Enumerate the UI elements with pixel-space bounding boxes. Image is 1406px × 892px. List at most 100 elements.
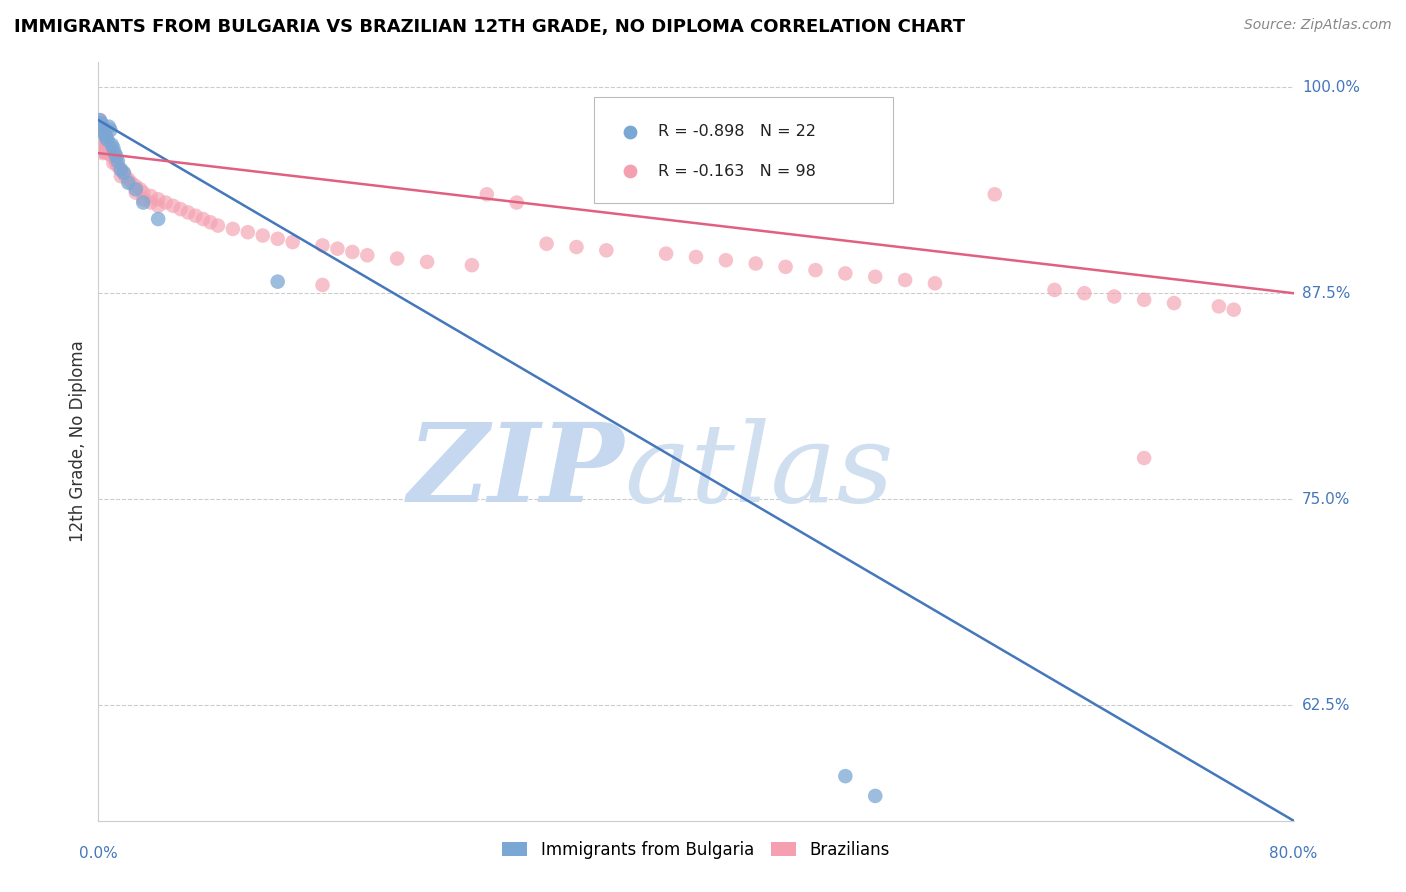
Text: 75.0%: 75.0% bbox=[1302, 491, 1350, 507]
Point bbox=[714, 253, 737, 268]
Point bbox=[610, 170, 633, 185]
Point bbox=[91, 121, 114, 136]
Point bbox=[1043, 283, 1066, 297]
Point bbox=[90, 116, 112, 130]
Point bbox=[97, 145, 120, 159]
Point bbox=[356, 248, 378, 262]
Point bbox=[132, 195, 155, 210]
Point bbox=[752, 231, 775, 245]
Point bbox=[236, 225, 259, 239]
Point bbox=[865, 269, 887, 284]
Point bbox=[416, 255, 439, 269]
Point bbox=[93, 137, 115, 152]
Point bbox=[804, 263, 827, 277]
Point bbox=[94, 143, 117, 157]
Point bbox=[536, 236, 558, 251]
Point bbox=[139, 189, 162, 203]
Point bbox=[90, 121, 112, 136]
Point bbox=[752, 317, 775, 331]
Point bbox=[685, 250, 707, 264]
Point bbox=[148, 212, 170, 227]
Point bbox=[110, 169, 132, 183]
Point bbox=[89, 118, 111, 132]
Point bbox=[200, 215, 222, 229]
Point bbox=[461, 258, 484, 272]
Point bbox=[655, 246, 678, 260]
Point bbox=[595, 244, 617, 258]
Point bbox=[834, 267, 856, 281]
FancyBboxPatch shape bbox=[595, 96, 893, 202]
Point bbox=[745, 256, 768, 270]
Point bbox=[207, 219, 229, 233]
Point bbox=[89, 139, 111, 153]
Point bbox=[98, 147, 122, 161]
Point bbox=[222, 222, 245, 236]
Point bbox=[90, 145, 112, 159]
Point bbox=[775, 260, 797, 274]
Point bbox=[162, 199, 184, 213]
Point bbox=[117, 172, 139, 186]
Point bbox=[125, 179, 148, 194]
Point bbox=[89, 135, 111, 149]
Point bbox=[98, 123, 122, 137]
Point bbox=[155, 195, 177, 210]
Point bbox=[96, 133, 118, 147]
Point bbox=[177, 205, 200, 219]
Point bbox=[267, 232, 290, 246]
Point bbox=[184, 209, 207, 223]
Text: ZIP: ZIP bbox=[408, 418, 624, 525]
Point bbox=[129, 182, 152, 196]
Point bbox=[93, 125, 115, 139]
Point bbox=[169, 202, 191, 216]
Point bbox=[91, 120, 114, 134]
Point bbox=[125, 182, 148, 196]
Text: 87.5%: 87.5% bbox=[1302, 285, 1350, 301]
Point bbox=[93, 126, 115, 140]
Point bbox=[89, 113, 111, 128]
Point bbox=[93, 131, 115, 145]
Point bbox=[104, 153, 127, 167]
Point bbox=[97, 120, 120, 134]
Point bbox=[148, 199, 170, 213]
Point bbox=[91, 133, 114, 147]
Point bbox=[865, 789, 887, 803]
Point bbox=[267, 275, 290, 289]
Point bbox=[94, 129, 117, 144]
Point bbox=[96, 146, 118, 161]
Point bbox=[1223, 302, 1246, 317]
Point bbox=[139, 195, 162, 210]
Point bbox=[110, 162, 132, 177]
Point bbox=[311, 277, 333, 292]
Point bbox=[191, 212, 214, 227]
Point bbox=[385, 252, 409, 266]
Point bbox=[894, 273, 917, 287]
Point bbox=[475, 187, 498, 202]
Point bbox=[103, 149, 125, 163]
Point bbox=[94, 129, 117, 144]
Point bbox=[105, 149, 128, 163]
Point bbox=[834, 769, 856, 783]
Text: Source: ZipAtlas.com: Source: ZipAtlas.com bbox=[1244, 18, 1392, 32]
Point bbox=[98, 141, 122, 155]
Point bbox=[104, 146, 127, 161]
Point bbox=[984, 187, 1007, 202]
Point bbox=[96, 133, 118, 147]
Text: R = -0.163   N = 98: R = -0.163 N = 98 bbox=[658, 164, 815, 178]
Point bbox=[1133, 450, 1156, 465]
Point bbox=[96, 139, 118, 153]
Point bbox=[90, 133, 112, 147]
Point bbox=[565, 240, 588, 254]
Point bbox=[1104, 289, 1126, 303]
Point bbox=[107, 154, 129, 169]
Point bbox=[103, 141, 125, 155]
Point bbox=[311, 238, 333, 252]
Point bbox=[326, 242, 349, 256]
Text: 62.5%: 62.5% bbox=[1302, 698, 1350, 713]
Point bbox=[91, 146, 114, 161]
Text: R = -0.898   N = 22: R = -0.898 N = 22 bbox=[658, 124, 815, 139]
Point bbox=[132, 192, 155, 206]
Point bbox=[105, 156, 128, 170]
Point bbox=[117, 176, 139, 190]
Point bbox=[94, 136, 117, 151]
Point bbox=[91, 139, 114, 153]
